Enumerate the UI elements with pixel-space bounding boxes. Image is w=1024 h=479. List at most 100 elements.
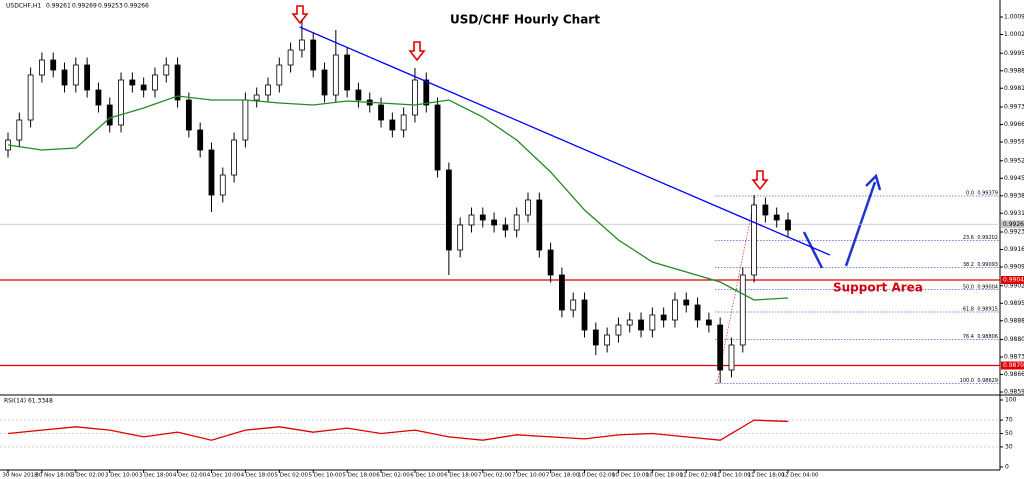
candle-body: [231, 139, 237, 176]
candle-body: [163, 64, 170, 76]
candle-body: [197, 129, 204, 151]
candle-body: [694, 304, 701, 321]
x-tick-label: 6 Dec 18:00: [444, 473, 478, 479]
moving-average: [7, 95, 789, 301]
current-price-label: 0.99266: [1003, 221, 1024, 228]
fib-level: 38.2: [963, 262, 974, 268]
candle-body: [581, 299, 588, 331]
arrow-down-stroke: [802, 231, 824, 269]
fib-level: 76.4: [963, 334, 974, 340]
candle-body: [717, 324, 724, 371]
red-arrows: [291, 5, 769, 191]
candle-body: [50, 59, 57, 71]
candle-body: [773, 214, 780, 221]
candle-body: [400, 114, 407, 131]
candle-body: [672, 299, 678, 321]
x-tick-label: 6 Dec 02:00: [376, 473, 410, 479]
candle-body: [118, 79, 124, 126]
candle-body: [604, 334, 611, 346]
fib-level: 100.0: [960, 378, 974, 384]
candle-body: [129, 79, 136, 86]
candle-body: [276, 64, 283, 86]
x-tick-label: 11 Dec 10:00: [714, 473, 751, 479]
candle-body: [84, 64, 91, 91]
x-tick-label: 5 Dec 10:00: [308, 473, 342, 479]
x-tick-label: 7 Dec 02:00: [478, 473, 512, 479]
candle-body: [140, 84, 147, 91]
fib-price: 0.99202: [977, 235, 998, 241]
candle-body: [185, 99, 192, 131]
candle-body: [72, 64, 79, 86]
fib-level: 23.6: [963, 235, 974, 241]
x-tick-label: 3 Dec 18:00: [139, 473, 173, 479]
y-tick-label: 1.00025: [1004, 31, 1024, 38]
candle-body: [242, 99, 249, 141]
x-tick-label: 11 Dec 18:00: [748, 473, 785, 479]
candle-body: [468, 214, 475, 226]
y-tick-label: 0.98595: [1004, 389, 1024, 396]
header-value: 0.99269: [72, 3, 97, 10]
hline-label: 0.98701: [1003, 362, 1024, 369]
rsi-tick-label: 70: [1005, 417, 1013, 424]
candle-body: [310, 39, 317, 71]
candle-body: [626, 319, 633, 326]
candle-body: [728, 344, 735, 371]
candle-body: [299, 39, 305, 51]
x-tick-label: 7 Dec 18:00: [546, 473, 580, 479]
candle-body: [287, 49, 294, 66]
candle-body: [434, 104, 441, 171]
rsi-label: RSI(14) 61.3348: [4, 398, 53, 405]
header-value: 0.99261: [46, 3, 71, 10]
x-tick-label: 7 Dec 10:00: [512, 473, 546, 479]
y-tick-label: 0.99165: [1004, 246, 1024, 253]
y-tick-label: 0.99095: [1004, 264, 1024, 271]
fib-price: 0.98915: [977, 307, 998, 313]
candle-body: [547, 249, 554, 276]
candle-body: [95, 89, 102, 106]
candle-body: [412, 79, 418, 116]
candle-body: [785, 219, 791, 231]
candle-body: [513, 214, 520, 231]
candle-body: [445, 169, 452, 251]
fib-price: 0.99004: [977, 284, 998, 290]
support-label: Support Area: [833, 281, 923, 295]
candle-body: [321, 69, 328, 96]
fib-level: 61.8: [963, 307, 974, 313]
rsi-tick-label: 0: [1005, 464, 1009, 471]
candle-body: [491, 219, 497, 226]
candle-body: [344, 54, 351, 91]
x-tick-label: 5 Dec 02:00: [275, 473, 309, 479]
hline-box: [1001, 276, 1024, 284]
fib-price: 0.99093: [977, 262, 998, 268]
down-arrow: [751, 170, 769, 191]
candle-body: [265, 84, 271, 96]
arrow-head: [865, 173, 882, 191]
x-tick-label: 4 Dec 18:00: [241, 473, 275, 479]
hline-box: [1001, 361, 1024, 370]
candle-body: [378, 104, 384, 121]
candle-body: [683, 299, 690, 306]
candle-body: [570, 299, 577, 311]
candle-body: [502, 224, 509, 231]
header-value: 0.99253: [98, 3, 123, 10]
candle-body: [751, 204, 757, 276]
candle-body: [615, 324, 622, 336]
fib-price: 0.98806: [977, 334, 998, 340]
x-tick-label: 4 Dec 10:00: [207, 473, 241, 479]
y-tick-label: 0.99665: [1004, 121, 1024, 128]
fib-level: 50.0: [963, 284, 974, 290]
candle-body: [61, 69, 68, 86]
x-tick-label: 30 Nov 18:00: [35, 473, 73, 479]
rsi-line: [7, 419, 789, 441]
x-tick-label: 6 Dec 10:00: [410, 473, 444, 479]
fib-price: 0.98629: [977, 378, 998, 384]
candle-body: [332, 54, 339, 96]
